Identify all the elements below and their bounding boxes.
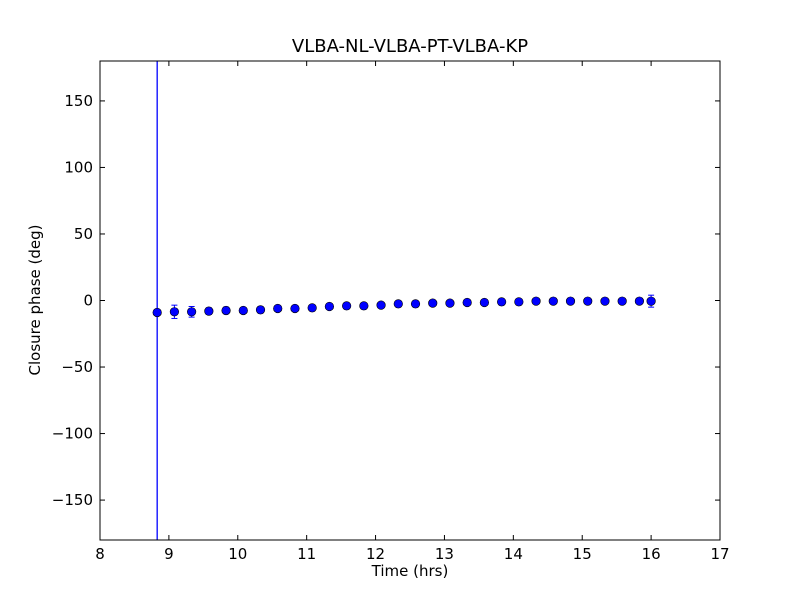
x-tick-label: 14 xyxy=(504,545,523,563)
y-tick-label: 150 xyxy=(64,92,93,110)
data-point xyxy=(462,297,472,308)
chart-title: VLBA-NL-VLBA-PT-VLBA-KP xyxy=(292,36,528,57)
data-point xyxy=(583,296,593,306)
data-point xyxy=(514,297,524,307)
x-tick-label: 8 xyxy=(95,545,105,563)
data-point xyxy=(152,307,162,318)
data-point xyxy=(531,296,541,306)
data-point xyxy=(238,305,248,316)
data-point xyxy=(204,306,214,316)
data-point xyxy=(187,307,197,317)
data-point xyxy=(634,296,645,306)
data-point xyxy=(324,301,335,312)
y-tick-label: 100 xyxy=(64,158,93,176)
x-tick-label: 13 xyxy=(435,545,454,563)
data-point xyxy=(600,296,610,306)
x-tick-label: 12 xyxy=(366,545,385,563)
x-tick-label: 9 xyxy=(164,545,174,563)
data-point xyxy=(307,303,317,313)
x-tick-label: 11 xyxy=(297,545,316,563)
data-point xyxy=(445,298,455,308)
data-point xyxy=(359,301,369,311)
x-tick-label: 10 xyxy=(228,545,247,563)
data-point xyxy=(393,299,403,309)
data-point xyxy=(290,303,300,314)
plot-area: 8 9 10 11 12 13 14 15 16 17 −150 −100 −50 0 50 100 150 xyxy=(52,60,730,563)
data-point xyxy=(479,297,490,308)
data-point xyxy=(273,303,283,314)
data-point xyxy=(255,305,266,315)
x-axis-label: Time (hrs) xyxy=(371,562,449,580)
x-tick-label: 15 xyxy=(573,545,592,563)
data-point xyxy=(169,307,179,317)
y-tick-label: −50 xyxy=(61,358,93,376)
data-point xyxy=(646,296,656,306)
data-point xyxy=(565,296,576,306)
data-point xyxy=(428,298,438,308)
y-tick-label: 50 xyxy=(74,225,93,243)
data-point xyxy=(548,296,558,306)
y-tick-label: 0 xyxy=(83,292,93,310)
data-point xyxy=(221,305,231,316)
data-point xyxy=(376,300,386,310)
x-tick-label: 17 xyxy=(710,545,729,563)
data-point xyxy=(497,297,507,307)
data-point xyxy=(617,296,627,306)
data-point xyxy=(410,299,421,309)
data-point xyxy=(342,301,352,311)
y-tick-label: −150 xyxy=(52,491,93,509)
y-axis-label: Closure phase (deg) xyxy=(26,225,44,376)
y-tick-label: −100 xyxy=(52,425,93,443)
x-tick-label: 16 xyxy=(642,545,661,563)
